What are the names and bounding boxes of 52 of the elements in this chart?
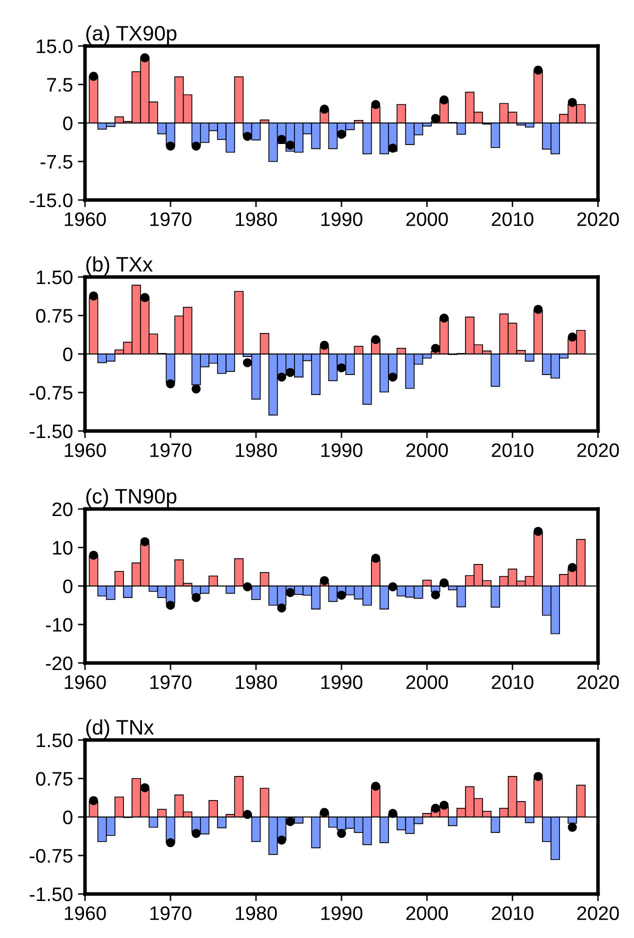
x-tick-label: 1980 bbox=[236, 675, 277, 690]
y-tick-label: -1.50 bbox=[30, 424, 72, 438]
x-tick-label: 2010 bbox=[492, 443, 534, 458]
y-tick-label: 0 bbox=[63, 810, 72, 824]
y-tick-label: 1.50 bbox=[36, 733, 72, 748]
chart-title: (a) TX90p bbox=[86, 25, 176, 45]
x-tick-label: 1980 bbox=[236, 212, 277, 226]
x-tick-label: 2010 bbox=[492, 212, 534, 226]
y-tick-label: 0 bbox=[63, 347, 72, 362]
y-tick-label: 0.75 bbox=[36, 308, 72, 323]
y-tick-label: -0.75 bbox=[30, 848, 72, 863]
y-tick-label: 0 bbox=[63, 579, 72, 594]
y-tick-label: 7.5 bbox=[47, 78, 72, 92]
x-tick-label: 2000 bbox=[406, 906, 448, 920]
x-tick-label: 1990 bbox=[321, 675, 362, 690]
y-tick-label: 1.50 bbox=[36, 270, 72, 284]
y-tick-label: -20 bbox=[46, 656, 72, 670]
x-tick-label: 1990 bbox=[321, 906, 362, 920]
chart-title: (d) TNx bbox=[86, 719, 154, 739]
x-tick-label: 1970 bbox=[150, 212, 192, 226]
x-tick-label: 1970 bbox=[150, 906, 192, 920]
y-tick-label: 10 bbox=[53, 540, 72, 555]
y-tick-label: 0.75 bbox=[36, 772, 72, 786]
y-tick-label: -7.5 bbox=[40, 155, 72, 169]
x-tick-label: 2020 bbox=[577, 906, 619, 920]
chart-title: (c) TN90p bbox=[86, 488, 176, 508]
x-tick-label: 1980 bbox=[236, 443, 277, 458]
y-tick-label: -0.75 bbox=[30, 386, 72, 400]
y-tick-label: 0 bbox=[63, 116, 72, 130]
x-tick-label: 1970 bbox=[150, 443, 192, 458]
x-tick-label: 2010 bbox=[492, 906, 534, 920]
x-tick-label: 2010 bbox=[492, 675, 534, 690]
y-tick-label: -15.0 bbox=[30, 193, 72, 208]
x-tick-label: 1980 bbox=[236, 906, 277, 920]
x-tick-label: 1960 bbox=[64, 212, 106, 226]
y-tick-label: -10 bbox=[46, 618, 72, 632]
x-tick-label: 1990 bbox=[321, 212, 362, 226]
x-tick-label: 2020 bbox=[577, 443, 619, 458]
x-tick-label: 2000 bbox=[406, 675, 448, 690]
x-tick-label: 2020 bbox=[577, 212, 619, 226]
x-tick-label: 2020 bbox=[577, 675, 619, 690]
chart-title: (b) TXx bbox=[86, 256, 153, 276]
x-tick-label: 1970 bbox=[150, 675, 192, 690]
x-tick-label: 1960 bbox=[64, 443, 106, 458]
y-tick-label: 15.0 bbox=[36, 39, 72, 54]
y-tick-label: 20 bbox=[52, 502, 72, 516]
x-tick-label: 1990 bbox=[321, 443, 362, 458]
x-tick-label: 1960 bbox=[64, 906, 106, 920]
x-tick-label: 1960 bbox=[64, 675, 106, 690]
x-tick-label: 2000 bbox=[406, 443, 448, 458]
x-tick-label: 2000 bbox=[406, 212, 448, 226]
y-tick-label: -1.50 bbox=[30, 887, 72, 902]
